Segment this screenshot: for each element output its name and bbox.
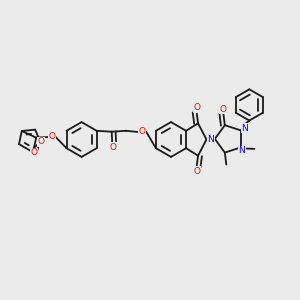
Text: N: N xyxy=(241,124,248,133)
Text: O: O xyxy=(139,127,145,136)
Text: O: O xyxy=(48,132,55,141)
Text: O: O xyxy=(37,137,44,146)
Text: N: N xyxy=(208,135,214,144)
Text: O: O xyxy=(110,142,116,152)
Text: N: N xyxy=(238,146,245,155)
Text: O: O xyxy=(193,103,200,112)
Text: O: O xyxy=(30,148,37,158)
Text: O: O xyxy=(193,167,200,176)
Text: O: O xyxy=(220,104,227,113)
